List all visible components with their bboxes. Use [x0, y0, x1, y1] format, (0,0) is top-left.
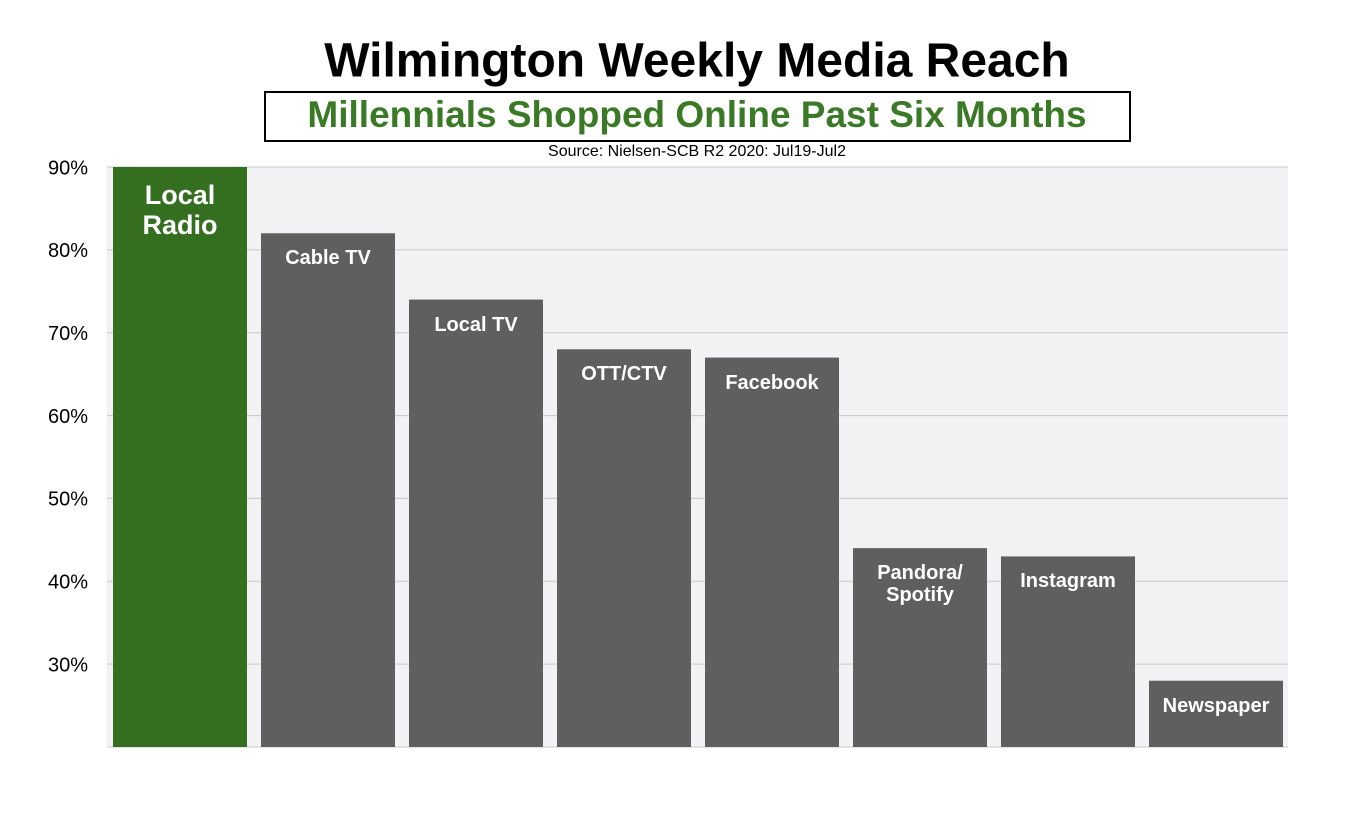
chart-subtitle: Millennials Shopped Online Past Six Mont…	[307, 94, 1086, 135]
y-tick-label: 90%	[48, 157, 88, 179]
bar-label: OTT/CTV	[581, 363, 667, 386]
y-tick-label: 50%	[48, 489, 88, 511]
bar	[409, 299, 543, 747]
y-tick-label: 40%	[48, 572, 88, 594]
bar	[1149, 680, 1283, 747]
bar	[853, 548, 987, 747]
bar-label: Local TV	[434, 313, 518, 336]
bar	[705, 357, 839, 747]
bar	[1001, 556, 1135, 747]
y-tick-label: 30%	[48, 654, 88, 676]
y-tick-label: 70%	[48, 323, 88, 345]
y-tick-label: 80%	[48, 240, 88, 262]
bar-label: Facebook	[725, 371, 819, 394]
bar	[113, 167, 247, 747]
bar-label: Newspaper	[1162, 694, 1270, 717]
bar-label: Pandora/ Spotify	[877, 562, 963, 607]
bar-label: Cable TV	[285, 247, 371, 270]
bar-label: Local Radio	[142, 180, 218, 240]
subtitle-box	[264, 91, 1131, 142]
bar-label: Instagram	[1020, 570, 1116, 593]
source-note: Source: Nielsen-SCB R2 2020: Jul19-Jul2	[548, 143, 846, 160]
y-tick-label: 60%	[48, 406, 88, 428]
bar	[261, 233, 395, 748]
chart-title: Wilmington Weekly Media Reach	[324, 35, 1070, 88]
bar	[557, 349, 691, 747]
